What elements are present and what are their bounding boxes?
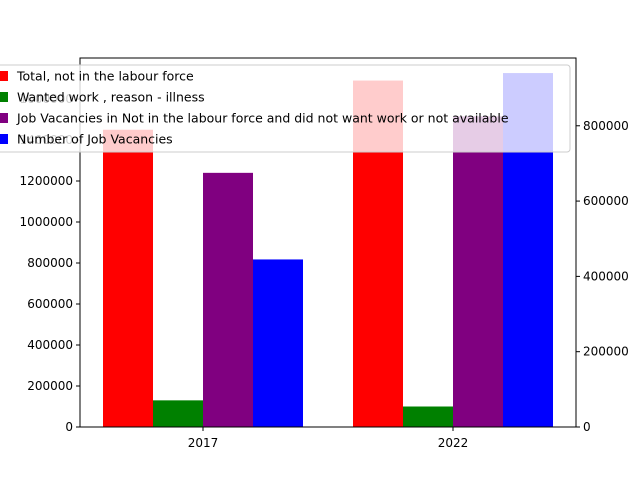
legend-swatch [0, 71, 8, 81]
right-y-tick-label: 800000 [583, 119, 629, 133]
left-y-tick-label: 1000000 [20, 215, 73, 229]
right-y-tick-label: 0 [583, 420, 591, 434]
x-axis: 2017 2022 [188, 427, 469, 450]
right-y-tick-label: 200000 [583, 345, 629, 359]
left-y-tick-label: 0 [65, 420, 73, 434]
bar-2017-series-2 [153, 400, 203, 427]
left-y-tick-label: 800000 [27, 256, 73, 270]
legend-swatch [0, 92, 8, 102]
bar-2017-series-4 [253, 259, 303, 427]
left-y-tick-label: 600000 [27, 297, 73, 311]
legend-label: Job Vacancies in Not in the labour force… [16, 111, 509, 126]
legend-swatch [0, 134, 8, 144]
legend-label: Wanted work , reason - illness [17, 90, 205, 105]
x-tick-label: 2022 [438, 436, 469, 450]
legend-swatch [0, 113, 8, 123]
x-tick-label: 2017 [188, 436, 219, 450]
bar-2022-series-3 [453, 116, 503, 427]
right-y-tick-label: 600000 [583, 194, 629, 208]
right-y-tick-label: 400000 [583, 269, 629, 283]
left-y-tick-label: 1200000 [20, 174, 73, 188]
plot-frame [79, 57, 577, 428]
bar-2017-series-3 [203, 172, 253, 427]
left-y-tick-label: 200000 [27, 379, 73, 393]
left-y-tick-label: 400000 [27, 338, 73, 352]
bar-2017-series-1 [103, 129, 153, 427]
right-y-axis: 0 200000 400000 600000 800000 [576, 119, 629, 434]
legend: Total, not in the labour force Wanted wor… [0, 64, 571, 153]
bar-2022-series-2 [403, 406, 453, 427]
legend-label: Total, not in the labour force [16, 69, 194, 84]
legend-box [0, 64, 571, 153]
legend-label: Number of Job Vacancies [17, 132, 173, 147]
